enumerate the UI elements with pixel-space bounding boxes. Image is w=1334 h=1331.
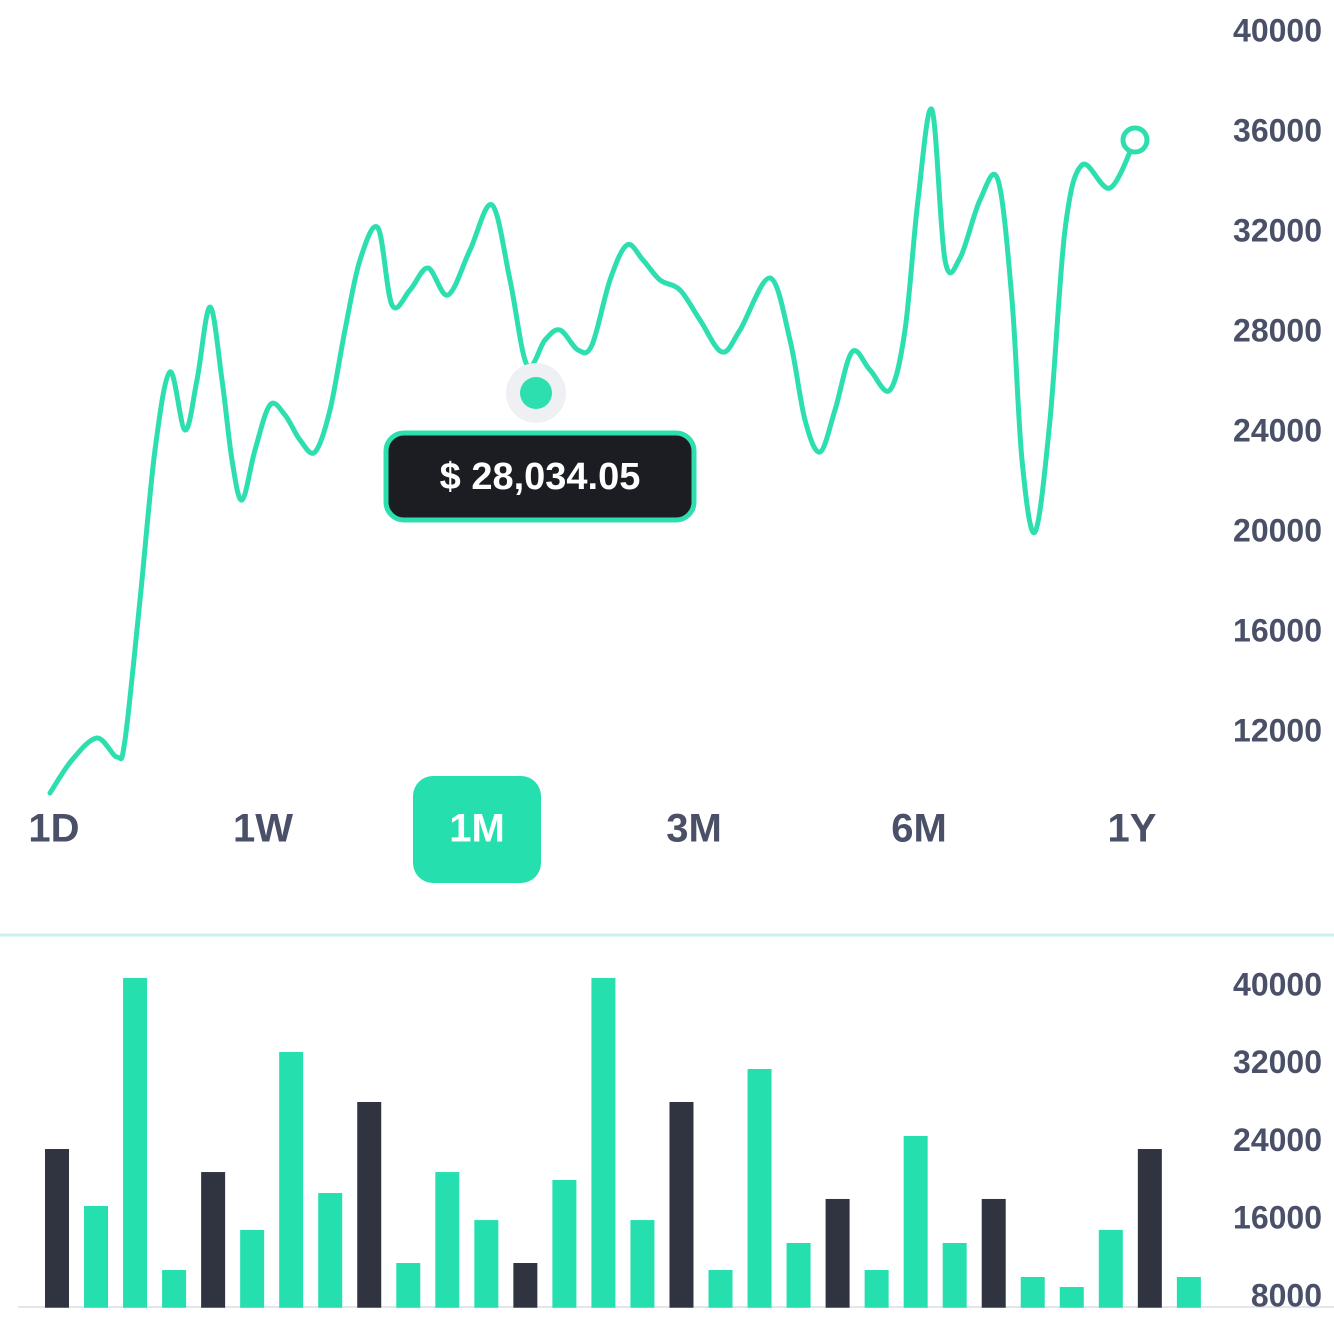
volume-bar [942, 1242, 967, 1308]
y-tick-label: 12000 [1233, 712, 1322, 748]
volume-bar [357, 1101, 382, 1308]
end-point [1120, 125, 1150, 155]
y-tick-label: 36000 [1233, 112, 1322, 148]
volume-bar [1020, 1277, 1045, 1308]
y-tick-label: 40000 [1233, 12, 1322, 48]
y-tick-label: 20000 [1233, 512, 1322, 548]
range-tab[interactable]: 1D [28, 807, 79, 851]
volume-bar [1176, 1277, 1201, 1308]
y-tick-label: 24000 [1233, 1122, 1322, 1158]
range-tab[interactable]: 1W [233, 807, 293, 851]
range-tab[interactable]: 1M [449, 807, 505, 851]
tab-selected-bg[interactable] [413, 776, 541, 883]
volume-bar [201, 1172, 226, 1308]
volume-bar [1059, 1287, 1084, 1308]
range-tab[interactable]: 1Y [1108, 807, 1157, 851]
volume-bar [591, 977, 616, 1308]
y-tick-label: 8000 [1251, 1277, 1322, 1313]
y-tick-label: 32000 [1233, 1044, 1322, 1080]
y-tick-label: 24000 [1233, 412, 1322, 448]
volume-bar [747, 1069, 772, 1308]
price-line [47, 106, 1138, 796]
volume-bar [318, 1193, 343, 1308]
volume-bar [84, 1205, 109, 1308]
volume-bar [903, 1135, 928, 1308]
range-tab[interactable]: 6M [891, 807, 947, 851]
tooltip-box [383, 430, 697, 523]
volume-bar [474, 1220, 499, 1308]
y-tick-label: 16000 [1233, 612, 1322, 648]
volume-bar [396, 1263, 421, 1308]
volume-bar [162, 1270, 187, 1308]
volume-bar [864, 1270, 889, 1308]
volume-bar [45, 1149, 69, 1308]
y-tick-label: 28000 [1233, 312, 1322, 348]
volume-bar [669, 1101, 694, 1308]
volume-bar [1098, 1229, 1123, 1308]
range-tab[interactable]: 3M [666, 807, 722, 851]
volume-bar [552, 1180, 577, 1308]
cursor-dot [520, 377, 552, 409]
volume-bar [240, 1229, 265, 1308]
volume-bar [708, 1270, 733, 1308]
volume-bar [513, 1263, 538, 1308]
volume-bar [825, 1198, 850, 1308]
y-tick-label: 40000 [1233, 966, 1322, 1002]
tooltip-label: $ 28,034.05 [440, 456, 641, 498]
volume-bar [786, 1242, 811, 1308]
volume-bar [123, 977, 148, 1308]
volume-bar [981, 1198, 1006, 1308]
volume-bar [630, 1220, 655, 1308]
volume-bar [279, 1052, 304, 1308]
volume-bar [1137, 1149, 1162, 1308]
volume-bar [435, 1172, 460, 1308]
y-tick-label: 16000 [1233, 1200, 1322, 1236]
y-tick-label: 32000 [1233, 212, 1322, 248]
